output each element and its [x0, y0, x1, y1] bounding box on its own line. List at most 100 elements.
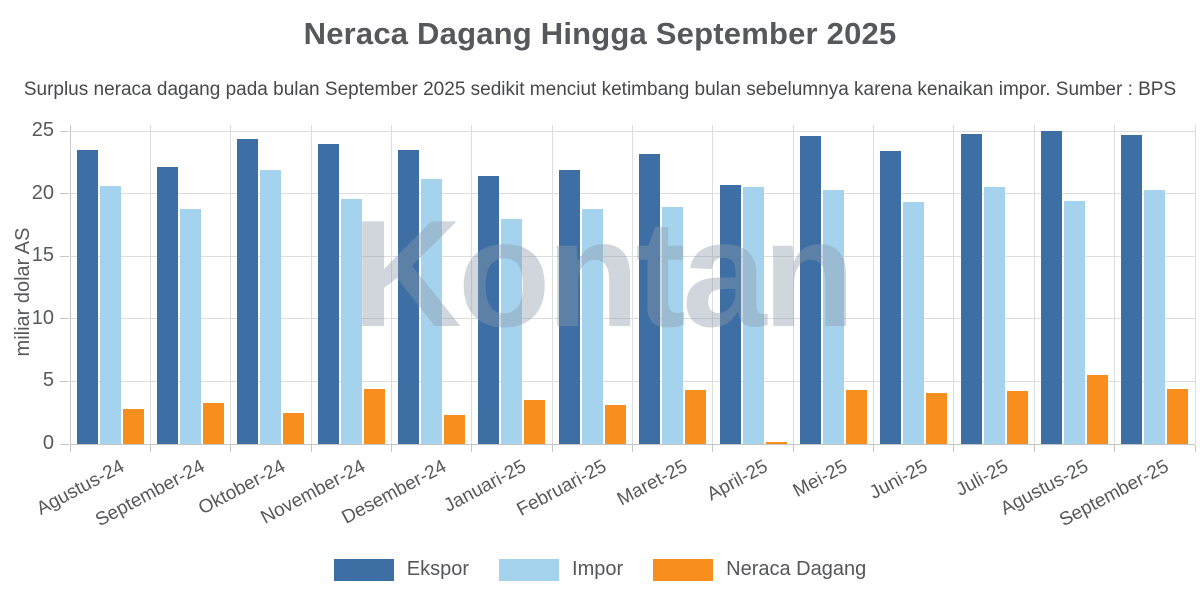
legend-label: Ekspor [406, 558, 470, 580]
gridline-vertical [712, 125, 714, 444]
legend-swatch-ekspor [333, 558, 394, 581]
y-tick-mark [60, 318, 69, 320]
bar-group [552, 125, 632, 444]
impor-bar [180, 208, 202, 444]
x-tick-mark [792, 445, 794, 452]
bar-group [713, 125, 793, 444]
y-tick-mark [60, 380, 69, 382]
legend: Ekspor Impor Neraca Dagang [0, 558, 1200, 581]
bar-group [1034, 125, 1114, 444]
x-tick-label: April-25 [703, 456, 771, 506]
y-tick-label: 20 [31, 181, 54, 204]
x-tick-label: Maret-25 [613, 456, 691, 511]
neraca-dagang-bar [444, 415, 466, 444]
gridline-vertical [1033, 125, 1035, 444]
impor-bar [822, 189, 844, 444]
neraca-dagang-bar [1086, 375, 1108, 444]
x-tick-mark [149, 445, 151, 452]
ekspor-bar [1040, 131, 1062, 444]
impor-bar [1063, 201, 1085, 444]
bar-group [874, 125, 954, 444]
neraca-dagang-bar [122, 408, 144, 444]
y-tick-label: 10 [31, 306, 54, 329]
x-tick-label: Februari-25 [513, 456, 611, 521]
x-tick-label: Juli-25 [952, 456, 1012, 501]
neraca-dagang-bar [283, 412, 305, 444]
bar-group [231, 125, 311, 444]
bar-group [954, 125, 1034, 444]
gridline-vertical [632, 125, 633, 444]
ekspor-bar [719, 184, 741, 444]
legend-label: Impor [572, 558, 624, 580]
gridline-vertical [230, 125, 232, 444]
x-tick-label: Juni-25 [866, 456, 932, 504]
gridline-vertical [953, 125, 955, 444]
bar-group [70, 125, 150, 444]
y-tick-label: 5 [42, 369, 54, 392]
impor-bar [99, 186, 121, 444]
neraca-dagang-bar [685, 390, 707, 444]
gridline-vertical [1114, 125, 1116, 444]
bar-group [633, 125, 713, 444]
impor-bar [983, 187, 1005, 444]
bar-group [150, 125, 230, 444]
neraca-dagang-bar [363, 388, 385, 444]
ekspor-bar [157, 167, 179, 444]
gridline-vertical [149, 125, 151, 444]
ekspor-bar [639, 153, 661, 444]
bar-group [311, 125, 391, 444]
x-tick-mark [230, 445, 232, 452]
gridline-vertical [873, 125, 875, 444]
x-tick-label: Mei-25 [790, 456, 852, 502]
ekspor-bar [76, 149, 98, 444]
x-tick-mark [873, 445, 875, 452]
y-tick-mark [60, 130, 69, 132]
neraca-dagang-bar [845, 390, 867, 444]
legend-label: Neraca Dagang [726, 558, 867, 580]
gridline-vertical [1194, 125, 1196, 444]
gridline-vertical [390, 125, 392, 444]
ekspor-bar [558, 169, 580, 444]
neraca-dagang-bar [926, 392, 948, 444]
impor-bar [581, 208, 603, 444]
ekspor-bar [317, 143, 339, 444]
impor-bar [421, 178, 443, 444]
bar-group [1115, 125, 1195, 444]
y-tick-label: 0 [42, 432, 54, 454]
ekspor-bar [960, 133, 982, 444]
x-tick-mark [1114, 445, 1116, 452]
gridline-vertical [310, 125, 312, 444]
y-tick-mark [60, 193, 69, 195]
ekspor-bar [237, 138, 259, 444]
gridline-vertical [471, 125, 473, 444]
legend-swatch-impor [499, 558, 560, 581]
x-tick-mark [632, 445, 633, 452]
x-tick-mark [712, 445, 714, 452]
ekspor-bar [880, 151, 902, 444]
neraca-dagang-bar [1167, 388, 1189, 444]
y-tick-mark [60, 443, 69, 445]
ekspor-bar [1121, 134, 1143, 444]
legend-item: Impor [499, 558, 623, 581]
ekspor-bar [398, 149, 420, 444]
y-tick-mark [60, 255, 69, 257]
neraca-dagang-bar [765, 442, 787, 444]
plot-area [69, 125, 1196, 445]
legend-swatch-neraca-dagang [653, 558, 714, 581]
x-tick-mark [69, 445, 71, 452]
impor-bar [1144, 189, 1166, 444]
bar-group [472, 125, 552, 444]
bar-group [793, 125, 873, 444]
ekspor-bar [799, 136, 821, 444]
x-tick-mark [551, 445, 553, 452]
x-tick-mark [1194, 445, 1196, 452]
neraca-dagang-bar [604, 405, 626, 444]
gridline-vertical [792, 125, 794, 444]
y-tick-label: 15 [31, 244, 54, 267]
neraca-dagang-bar [1006, 391, 1028, 444]
neraca-dagang-bar [203, 402, 225, 444]
legend-item: Ekspor [333, 558, 470, 581]
gridline-vertical [551, 125, 553, 444]
y-tick-label: 25 [31, 119, 54, 141]
